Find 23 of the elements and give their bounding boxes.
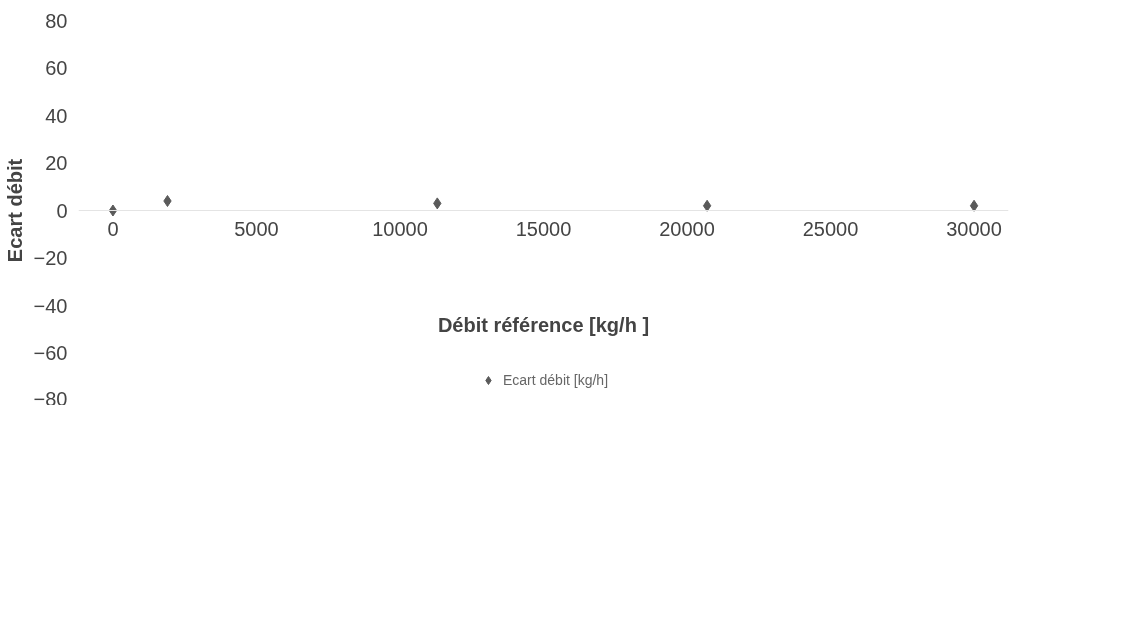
y-tick-label: 60	[45, 57, 68, 79]
y-tick-label: 0	[56, 199, 68, 222]
y-tick-label: −20	[33, 247, 68, 269]
y-tick-label: 40	[45, 104, 68, 127]
y-tick-label: −40	[33, 294, 68, 317]
y-tick-label: −80	[33, 387, 68, 410]
x-tick-label: 25000	[802, 217, 859, 240]
y-tick-label: 20	[45, 152, 68, 174]
y-tick-label: 80	[45, 9, 68, 32]
x-tick-label: 15000	[515, 217, 572, 240]
legend-label: Ecart débit [kg/h]	[502, 372, 609, 388]
x-tick-label: 10000	[372, 217, 428, 240]
x-tick-label: 0	[107, 217, 119, 240]
x-tick-label: 5000	[234, 217, 279, 240]
x-tick-label: 20000	[659, 217, 715, 240]
x-axis-title: Débit référence [kg/h ]	[437, 313, 650, 336]
point	[108, 204, 118, 217]
point	[969, 199, 979, 212]
y-axis-title: Ecart débit	[3, 158, 26, 263]
point	[702, 199, 712, 212]
y-tick-label: −60	[33, 342, 68, 364]
x-tick-label: 30000	[946, 217, 1002, 240]
point	[163, 195, 172, 207]
